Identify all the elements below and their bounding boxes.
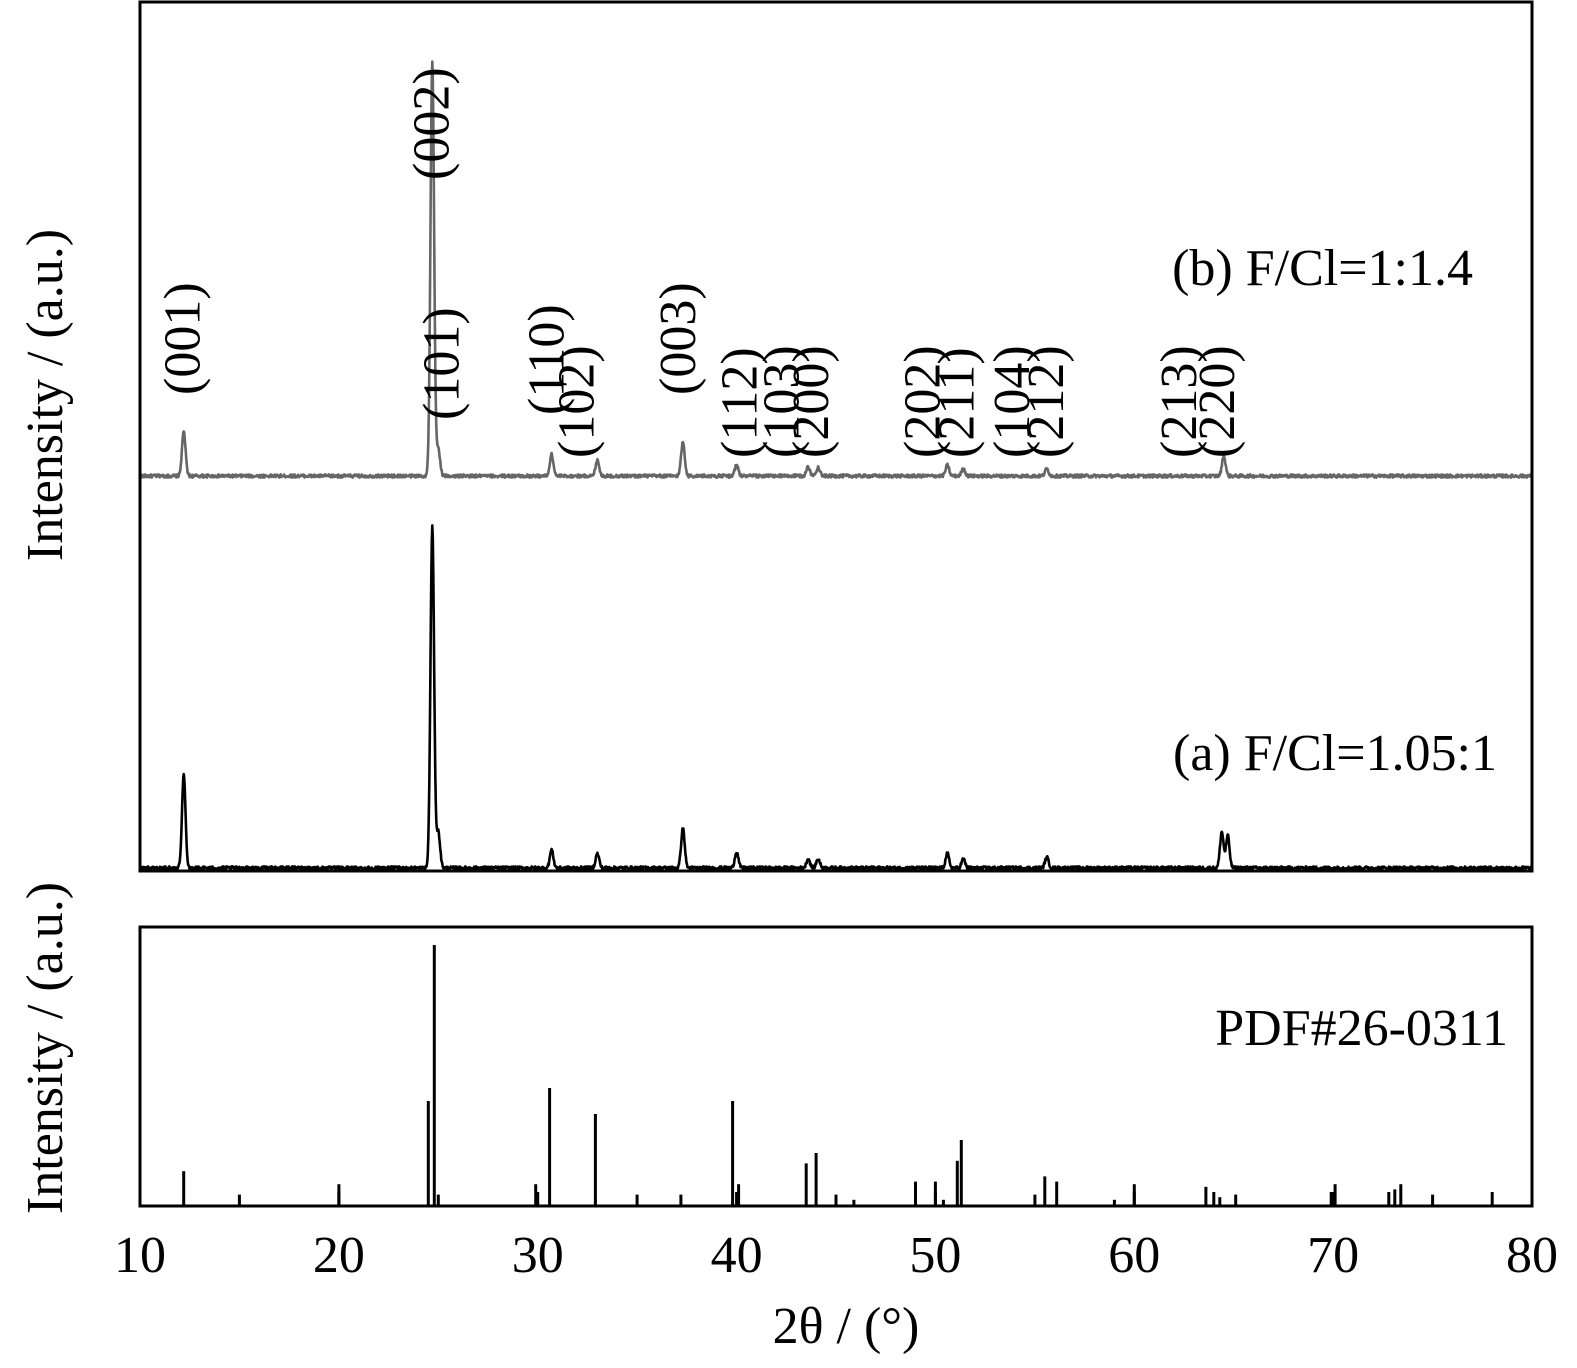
hkl-label: (102): [549, 345, 606, 458]
x-tick-label: 30: [512, 1227, 564, 1284]
x-tick-label: 10: [114, 1227, 166, 1284]
top-plot-area: [138, 60, 1534, 871]
hkl-label: (202): [895, 345, 952, 458]
x-tick-label: 50: [909, 1227, 961, 1284]
x-tick-label: 20: [313, 1227, 365, 1284]
top-panel-frame: [138, 0, 1534, 873]
hkl-label: (112): [712, 347, 769, 458]
hkl-label: (220): [1189, 345, 1246, 458]
hkl-label: (211): [928, 347, 985, 458]
peak-annotations: (001) (002) (101) (110)(102) (003)(112)(103)…: [155, 67, 1246, 458]
x-axis-ticks: 10 20 30 40 50 60 70 80: [114, 1192, 1558, 1284]
hkl-label: (200): [783, 345, 840, 458]
x-axis-label: 2θ / (°): [773, 1298, 920, 1355]
bottom-plot-area: [182, 945, 1494, 1205]
x-tick-label: 40: [711, 1227, 763, 1284]
hkl-label: (103): [753, 345, 810, 458]
bottom-panel: Intensity / (a.u.) PDF#26-0311 10 20 30 40 5…: [17, 882, 1558, 1355]
bottom-y-axis-label: Intensity / (a.u.): [17, 882, 74, 1214]
hkl-label: (003): [650, 282, 707, 395]
reference-pdf-label: PDF#26-0311: [1215, 1000, 1508, 1057]
top-y-axis-label: Intensity / (a.u.): [17, 229, 74, 561]
top-panel: Intensity / (a.u.) (b) F/Cl=1:1.4 (a) F/…: [17, 0, 1534, 873]
series-a-trace: [139, 524, 1534, 871]
x-tick-label: 80: [1506, 1227, 1558, 1284]
hkl-label: (001): [155, 282, 212, 395]
hkl-label: (104): [984, 345, 1041, 458]
hkl-label: (002): [403, 67, 460, 180]
hkl-label: (110): [519, 304, 576, 415]
series-b-trace: [138, 60, 1534, 479]
series-a-label: (a) F/Cl=1.05:1: [1173, 725, 1497, 782]
hkl-label: (213): [1151, 345, 1208, 458]
x-tick-label: 60: [1108, 1227, 1160, 1284]
hkl-label: (212): [1018, 345, 1075, 458]
bottom-panel-frame: [138, 925, 1534, 1208]
hkl-label: (101): [413, 307, 470, 420]
x-tick-label: 70: [1307, 1227, 1359, 1284]
series-b-label: (b) F/Cl=1:1.4: [1172, 240, 1473, 297]
